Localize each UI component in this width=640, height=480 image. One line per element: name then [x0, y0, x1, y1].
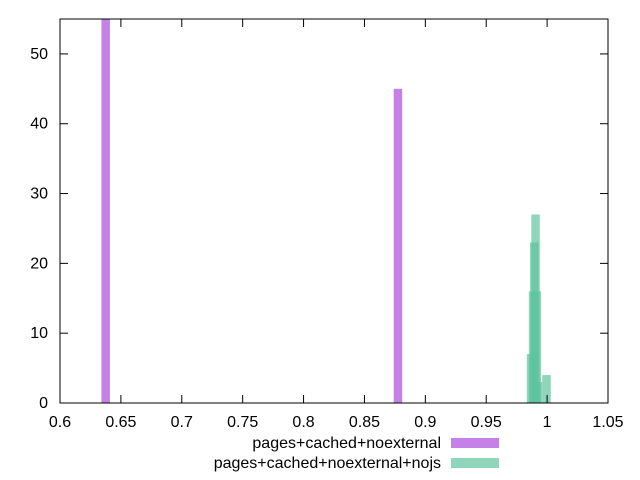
- x-axis: 0.6 0.65 0.7 0.75 0.8 0.85 0.9 0.95 1 1.05: [49, 19, 624, 431]
- x-tick-label: 0.9: [414, 414, 436, 431]
- y-tick-label: 20: [30, 255, 48, 272]
- x-tick-label: 0.65: [105, 414, 136, 431]
- y-tick-label: 0: [39, 395, 48, 412]
- legend: pages+cached+noexternal pages+cached+noex…: [214, 435, 499, 472]
- x-tick-label: 0.95: [471, 414, 502, 431]
- bar-series-1-bin-6: [542, 375, 551, 403]
- legend-swatch: [451, 438, 499, 448]
- x-tick-label: 1.05: [592, 414, 623, 431]
- bar-series-1-bin-4: [532, 291, 542, 403]
- y-axis: 0 10 20 30 40 50: [30, 46, 608, 412]
- y-tick-label: 10: [30, 325, 48, 342]
- x-tick-label: 0.85: [349, 414, 380, 431]
- bar-series-1-bin-5: [533, 382, 543, 403]
- legend-label: pages+cached+noexternal+nojs: [214, 455, 441, 472]
- x-tick-label: 0.8: [292, 414, 314, 431]
- bar-series-0-bin-0: [101, 19, 110, 403]
- x-tick-label: 0.7: [171, 414, 193, 431]
- plot-frame: [59, 18, 609, 404]
- x-tick-label: 1: [543, 414, 552, 431]
- bars-layer: [101, 19, 551, 404]
- bar-series-0-bin-1: [393, 88, 403, 404]
- y-tick-label: 30: [30, 186, 48, 203]
- y-tick-label: 50: [30, 46, 48, 63]
- legend-label: pages+cached+noexternal: [252, 435, 441, 452]
- y-tick-label: 40: [30, 116, 48, 133]
- x-tick-label: 0.6: [49, 414, 71, 431]
- x-tick-label: 0.75: [227, 414, 258, 431]
- legend-swatch: [451, 458, 499, 468]
